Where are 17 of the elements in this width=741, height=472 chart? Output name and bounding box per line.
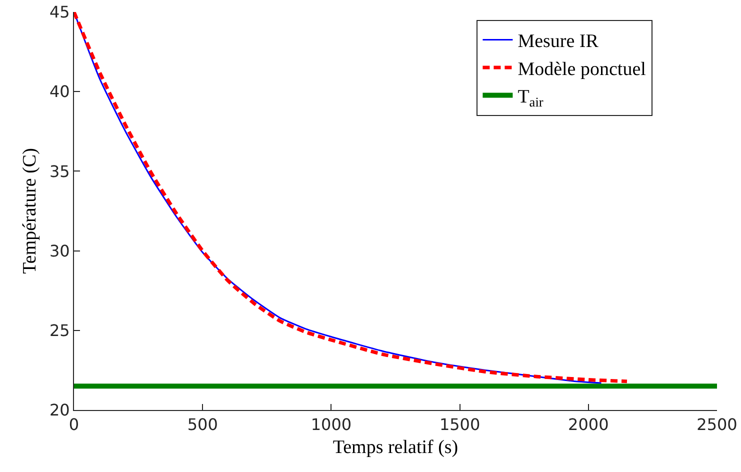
- y-tick-label: 35: [49, 162, 70, 181]
- x-tick-label: 2000: [568, 415, 609, 434]
- x-tick-label: 1000: [310, 415, 352, 434]
- legend-label: Modèle ponctuel: [518, 58, 646, 80]
- y-tick-label: 45: [49, 2, 70, 22]
- y-tick-label: 40: [49, 82, 70, 102]
- y-axis-title: Température (C): [19, 148, 40, 274]
- x-tick-label: 0: [68, 415, 80, 434]
- x-tick-label: 500: [187, 415, 218, 434]
- y-tick-label: 30: [49, 241, 70, 260]
- x-tick-label: 2500: [696, 415, 738, 434]
- y-tick-label: 20: [49, 400, 70, 420]
- x-axis-title: Temps relatif (s): [332, 437, 458, 458]
- legend-label: Mesure IR: [518, 31, 599, 52]
- x-tick-label: 1500: [439, 415, 480, 434]
- y-tick-label: 25: [49, 321, 70, 340]
- legend-label: T$_{air}$: [518, 86, 544, 110]
